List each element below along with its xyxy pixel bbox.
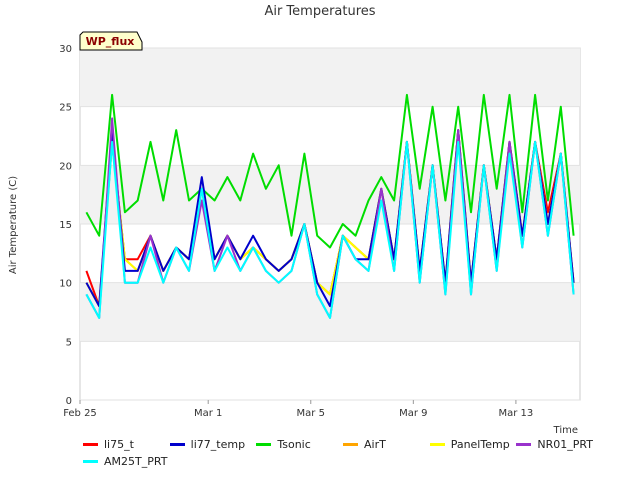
legend-label: li77_temp (190, 438, 246, 451)
y-axis-ticks: 0 5 10 15 20 25 30 (59, 44, 72, 407)
legend-swatch (169, 443, 185, 446)
legend-label: li75_t (104, 438, 134, 451)
series-lines (85, 93, 575, 319)
legend-item: AirT (340, 438, 427, 451)
grid-band (80, 165, 580, 224)
legend-row: li75_t li77_temp Tsonic AirT PanelTemp NR01_P… (80, 436, 600, 453)
legend-swatch (83, 460, 98, 463)
x-tick-label: Mar 13 (499, 408, 534, 419)
legend-row: AM25T_PRT (80, 453, 600, 470)
legend-swatch (516, 443, 532, 446)
y-tick-label: 20 (59, 161, 72, 172)
legend-swatch (343, 443, 359, 446)
y-tick-label: 5 (66, 337, 72, 348)
legend-item: NR01_PRT (513, 438, 600, 451)
badge-box (79, 31, 143, 51)
legend-item: Tsonic (253, 438, 340, 451)
y-tick-label: 0 (66, 396, 72, 407)
series-line-am25t-prt (85, 140, 575, 319)
legend-item: AM25T_PRT (80, 455, 180, 468)
x-tick-label: Mar 9 (399, 408, 427, 419)
legend-swatch (256, 443, 272, 446)
legend-item: li77_temp (167, 438, 254, 451)
y-axis-label: Air Temperature (C) (8, 176, 19, 274)
legend-label: NR01_PRT (537, 438, 593, 451)
y-tick-label: 15 (59, 220, 72, 231)
legend-label: AM25T_PRT (104, 455, 168, 468)
y-tick-label: 10 (59, 279, 72, 290)
legend-item: li75_t (80, 438, 167, 451)
legend-swatch (83, 443, 98, 446)
legend-label: PanelTemp (450, 438, 510, 451)
x-tick-label: Feb 25 (63, 408, 97, 419)
y-tick-label: 30 (59, 44, 72, 55)
chart-title: Air Temperatures (264, 4, 375, 19)
badge-label: WP_flux (86, 35, 135, 48)
legend-label: Tsonic (277, 438, 311, 451)
station-badge: WP_flux (79, 31, 143, 51)
x-axis-label: Time (553, 425, 578, 436)
legend-item: PanelTemp (427, 438, 514, 451)
legend-label: AirT (364, 438, 386, 451)
x-axis-ticks: Feb 25 Mar 1 Mar 5 Mar 9 Mar 13 (63, 400, 533, 419)
x-tick-label: Mar 5 (297, 408, 325, 419)
y-tick-label: 25 (59, 103, 72, 114)
grid-band (80, 48, 580, 107)
legend-swatch (429, 443, 445, 446)
chart-legend: li75_t li77_temp Tsonic AirT PanelTemp NR01_P… (80, 436, 600, 470)
series-line-tsonic (85, 93, 575, 249)
x-tick-label: Mar 1 (194, 408, 222, 419)
